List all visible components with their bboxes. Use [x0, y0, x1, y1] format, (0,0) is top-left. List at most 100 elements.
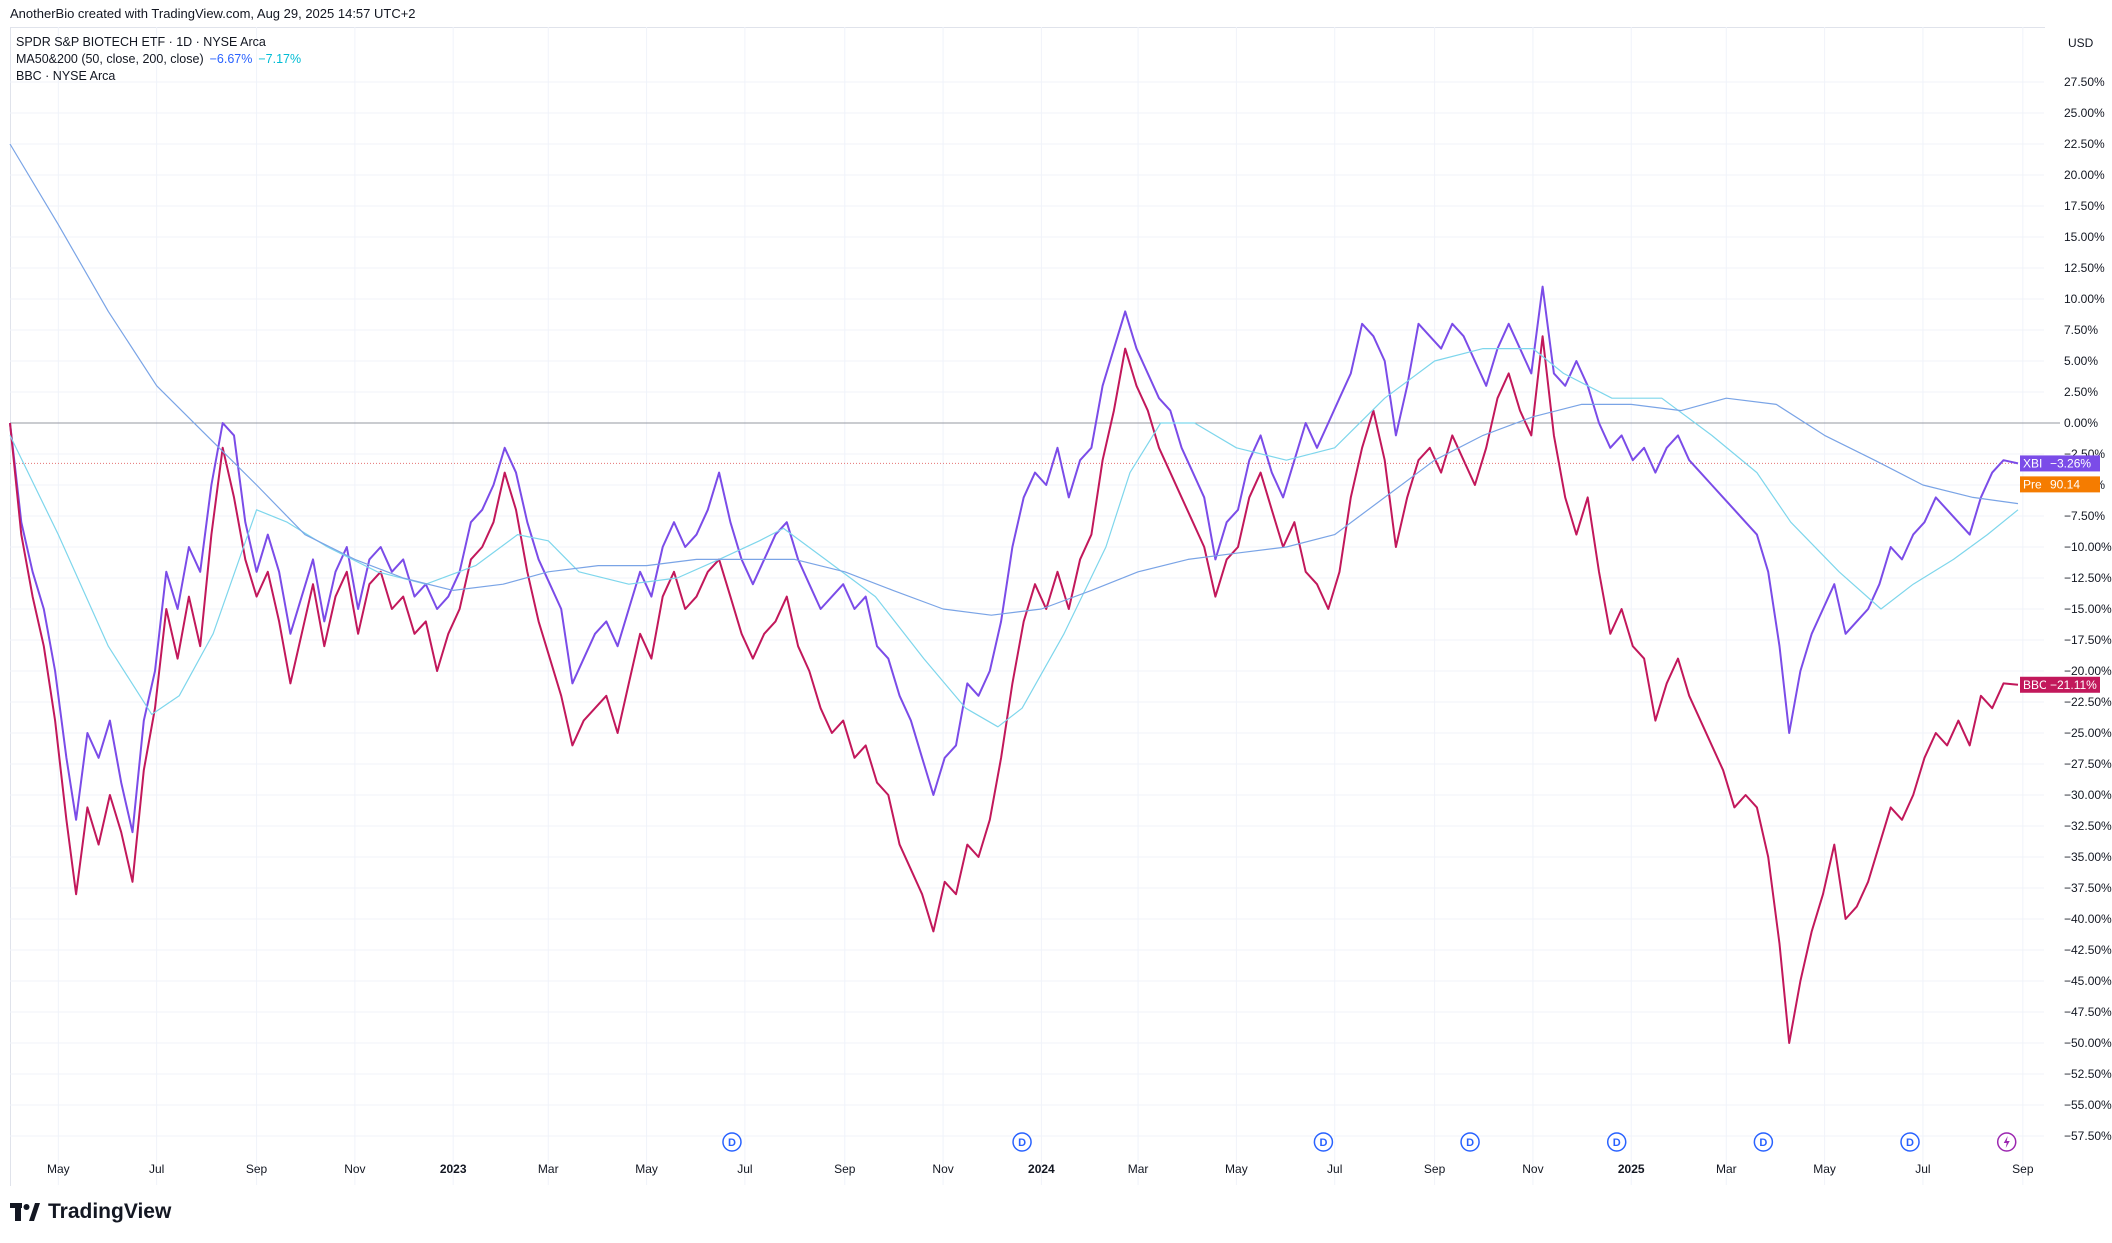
xbi-tag-name: XBI	[2023, 456, 2042, 470]
x-tick-label: 2025	[1618, 1162, 1645, 1176]
dividend-marker[interactable]: D	[1606, 1132, 1627, 1152]
dividend-marker[interactable]: D	[1753, 1132, 1774, 1152]
x-tick-label: Sep	[246, 1162, 268, 1176]
x-tick-label: Jul	[149, 1162, 164, 1176]
y-tick-label: −50.00%	[2064, 1036, 2112, 1050]
y-tick-label: −45.00%	[2064, 974, 2112, 988]
y-tick-label: −57.50%	[2064, 1129, 2112, 1143]
y-tick-label: 7.50%	[2064, 323, 2098, 337]
bbc-tag[interactable]: BBC −21.11%	[2020, 676, 2100, 693]
series-layer	[9, 143, 2019, 1044]
xbi-tag[interactable]: XBI −3.26%	[2020, 455, 2100, 472]
x-tick-label: Mar	[1716, 1162, 1737, 1176]
chart-legend: SPDR S&P BIOTECH ETF · 1D · NYSE Arca MA…	[16, 34, 301, 85]
bbc-tag-name-bg	[2020, 676, 2046, 693]
pre-tag-name: Pre	[2023, 477, 2042, 491]
y-tick-label: 0.00%	[2064, 416, 2098, 430]
tradingview-wordmark: TradingView	[48, 1200, 172, 1223]
series-bbc-line[interactable]	[9, 335, 2019, 1044]
x-tick-label: Nov	[344, 1162, 365, 1176]
x-tick-label: May	[1225, 1162, 1248, 1176]
dividend-marker[interactable]: D	[1313, 1132, 1334, 1152]
y-tick-label: −40.00%	[2064, 912, 2112, 926]
dividend-marker[interactable]: D	[722, 1132, 742, 1152]
legend-ma50-value: −6.67%	[209, 52, 253, 66]
event-marker[interactable]	[1996, 1132, 2017, 1152]
pre-tag-name-bg	[2020, 476, 2046, 493]
y-tick-label: −52.50%	[2064, 1067, 2112, 1081]
dividend-marker-circle	[1753, 1132, 1774, 1152]
dividend-marker[interactable]: D	[1460, 1132, 1480, 1152]
x-tick-label: Nov	[1522, 1162, 1543, 1176]
y-tick-label: −35.00%	[2064, 850, 2112, 864]
price-tags: XBI −3.26% Pre 90.14 BBC −21.11%	[2020, 455, 2100, 693]
y-tick-label: −30.00%	[2064, 788, 2112, 802]
y-tick-label: −25.00%	[2064, 726, 2112, 740]
dividend-marker[interactable]: D	[1012, 1132, 1032, 1152]
bbc-tag-value: −21.11%	[2050, 678, 2097, 692]
x-tick-label: 2023	[440, 1162, 467, 1176]
pre-tag[interactable]: Pre 90.14	[2020, 476, 2100, 493]
y-tick-label: −42.50%	[2064, 943, 2112, 957]
y-tick-label: 5.00%	[2064, 354, 2098, 368]
y-tick-label: 17.50%	[2064, 199, 2105, 213]
y-tick-label: 27.50%	[2064, 75, 2105, 89]
grid-lines	[10, 27, 2044, 1185]
dividend-marker-label: D	[1018, 1137, 1026, 1149]
dividend-marker[interactable]: D	[1900, 1132, 1920, 1152]
x-tick-label: 2024	[1028, 1162, 1055, 1176]
x-tick-label: Sep	[834, 1162, 856, 1176]
tradingview-logo-icon	[10, 1203, 40, 1221]
y-tick-label: −17.50%	[2064, 633, 2112, 647]
legend-main-symbol[interactable]: SPDR S&P BIOTECH ETF · 1D · NYSE Arca	[16, 35, 266, 49]
currency-label[interactable]: USD	[2068, 36, 2094, 50]
y-tick-label: −32.50%	[2064, 819, 2112, 833]
y-tick-label: −22.50%	[2064, 695, 2112, 709]
x-tick-label: Nov	[932, 1162, 953, 1176]
dividend-marker-circle	[1313, 1132, 1334, 1152]
tradingview-brand[interactable]: TradingView	[10, 1200, 171, 1224]
bbc-tag-name: BBC	[2023, 678, 2048, 692]
y-tick-label: −12.50%	[2064, 571, 2112, 585]
dividend-marker-label: D	[1319, 1137, 1327, 1149]
axes: 27.50% 25.00% 22.50% 20.00% 17.50% 15.00% 12.5…	[47, 36, 2112, 1176]
x-tick-label: Jul	[1327, 1162, 1342, 1176]
legend-ma-row[interactable]: MA50&200 (50, close, 200, close) −6.67% −7…	[16, 51, 301, 68]
x-tick-label: Jul	[737, 1162, 752, 1176]
plot-frame	[10, 27, 2045, 1186]
bbc-tag-value-bg	[2046, 676, 2100, 693]
y-tick-label: −27.50%	[2064, 757, 2112, 771]
y-tick-label: −20.00%	[2064, 664, 2112, 678]
y-tick-label: −47.50%	[2064, 1005, 2112, 1019]
y-tick-label: 10.00%	[2064, 292, 2105, 306]
dividend-marker-circle	[1900, 1132, 1920, 1152]
dividend-marker-circle	[1012, 1132, 1032, 1152]
dividend-marker-circle	[722, 1132, 742, 1152]
x-tick-label: Jul	[1915, 1162, 1930, 1176]
legend-ma200-value: −7.17%	[258, 52, 302, 66]
dividend-marker-label: D	[728, 1137, 736, 1149]
x-tick-label: Mar	[538, 1162, 559, 1176]
y-tick-label: −10.00%	[2064, 540, 2112, 554]
y-tick-label: 12.50%	[2064, 261, 2105, 275]
legend-compare-symbol[interactable]: BBC · NYSE Arca	[16, 69, 116, 83]
y-tick-label: −55.00%	[2064, 1098, 2112, 1112]
chart-attribution: AnotherBio created with TradingView.com,…	[10, 6, 416, 21]
y-tick-label: 22.50%	[2064, 137, 2105, 151]
y-tick-label: 2.50%	[2064, 385, 2098, 399]
dividend-marker-label: D	[1466, 1137, 1474, 1149]
series-ma50-line[interactable]	[9, 348, 2019, 728]
dividend-marker-label: D	[1906, 1137, 1914, 1149]
y-tick-label: −15.00%	[2064, 602, 2112, 616]
lightning-icon	[2003, 1136, 2010, 1148]
dividend-marker-circle	[1460, 1132, 1480, 1152]
x-tick-label: May	[635, 1162, 658, 1176]
legend-ma-label: MA50&200 (50, close, 200, close)	[16, 52, 204, 66]
pre-tag-value: 90.14	[2050, 477, 2080, 491]
series-ma200-line[interactable]	[9, 143, 2019, 616]
y-tick-label: −7.50%	[2064, 509, 2105, 523]
series-xbi-line[interactable]	[9, 285, 2019, 834]
y-tick-label: −37.50%	[2064, 881, 2112, 895]
